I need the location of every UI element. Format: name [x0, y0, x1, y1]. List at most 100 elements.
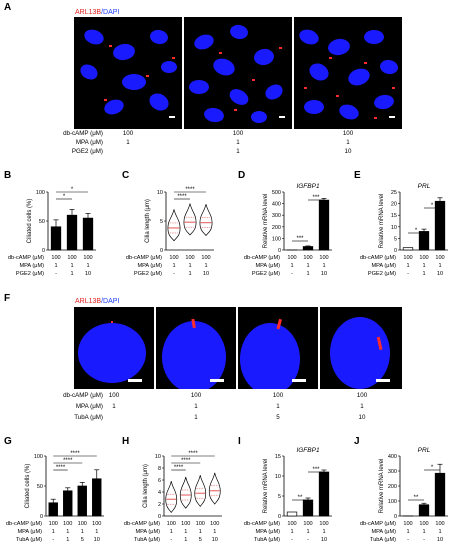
cilium	[392, 87, 395, 89]
y-axis-label: Ciliated cells (%)	[27, 199, 33, 244]
condition-value: 1	[290, 263, 293, 269]
significance-label: **	[414, 495, 419, 501]
nucleus	[339, 104, 359, 120]
nucleus	[230, 24, 248, 40]
condition-label: db-cAMP (μM)	[63, 130, 103, 137]
condition-value: -	[407, 537, 409, 543]
condition-label: db-cAMP (μM)	[360, 255, 396, 261]
condition-value: -	[423, 537, 425, 543]
condition-value: 100	[181, 521, 190, 527]
cilium	[329, 57, 332, 59]
bar	[434, 472, 446, 517]
condition-value: 1	[66, 529, 69, 535]
nucleus	[309, 63, 329, 81]
y-tick-label: 0	[394, 514, 397, 520]
y-axis-label: Relative mRNA level	[379, 194, 385, 249]
y-tick-label: 5	[160, 219, 163, 225]
condition-value: 100	[403, 521, 412, 527]
significance-label: ****	[177, 194, 187, 200]
violin	[183, 203, 197, 236]
condition-value: 1	[422, 263, 425, 269]
condition-value: 100	[210, 521, 219, 527]
panel-label-c: C	[122, 170, 130, 181]
scale-bar	[376, 379, 390, 382]
y-tick-label: 0	[394, 248, 397, 254]
bar	[402, 247, 414, 251]
bar	[286, 511, 298, 517]
y-tick-label: 0	[40, 514, 43, 520]
y-tick-label: 400	[272, 202, 281, 208]
nucleus	[254, 48, 274, 66]
condition-label: TubA (μM)	[134, 537, 160, 543]
panel-label-h: H	[122, 436, 130, 447]
condition-value: 100	[67, 255, 76, 261]
condition-value: 1	[438, 263, 441, 269]
nucleus	[265, 84, 283, 100]
nucleus	[122, 74, 146, 90]
condition-value: 10	[358, 414, 366, 421]
significance-label: ****	[185, 187, 195, 193]
condition-label: PGE2 (μM)	[252, 271, 280, 277]
significance-label: *	[431, 465, 434, 471]
condition-value: 100	[78, 521, 87, 527]
nucleus	[240, 323, 300, 389]
y-axis-label: Relative mRNA level	[379, 459, 385, 514]
condition-label: db-cAMP (μM)	[8, 255, 44, 261]
nucleus	[380, 59, 398, 75]
cilium	[104, 99, 107, 101]
condition-value: 1	[54, 263, 57, 269]
y-tick-label: 5	[278, 494, 281, 500]
condition-value: 1	[52, 529, 55, 535]
condition-value: 1	[306, 263, 309, 269]
nucleus	[213, 58, 235, 76]
condition-value: 1	[199, 529, 202, 535]
condition-value: -	[52, 537, 54, 543]
condition-value: 1	[438, 529, 441, 535]
condition-value: 100	[190, 392, 202, 399]
condition-value: 1	[346, 139, 350, 146]
significance-label: *	[71, 187, 74, 193]
nucleus	[229, 89, 249, 105]
condition-value: 100	[403, 255, 412, 261]
panel-label-i: I	[238, 436, 241, 447]
bar	[302, 499, 314, 517]
condition-label: db-cAMP (μM)	[360, 521, 396, 527]
condition-value: 1	[213, 529, 216, 535]
y-tick-label: 10	[155, 454, 161, 460]
condition-value: -	[407, 271, 409, 277]
condition-value: 1	[322, 263, 325, 269]
condition-value: 100	[419, 521, 428, 527]
chart-title: PRL	[418, 183, 431, 190]
y-axis-label: Ciliated cells (%)	[25, 464, 31, 509]
y-tick-label: 50	[37, 484, 43, 490]
condition-label: TubA (μM)	[74, 414, 103, 421]
bar	[418, 231, 430, 251]
condition-value: 100	[303, 521, 312, 527]
condition-value: 100	[185, 255, 194, 261]
scale-bar	[292, 379, 306, 382]
y-tick-label: 200	[272, 225, 281, 231]
condition-value: 10	[321, 537, 327, 543]
panel-label-f: F	[4, 293, 11, 304]
cilium	[376, 336, 383, 351]
cilium	[234, 109, 237, 111]
chart-e: 0 5 10 15 20 25 Relative mRNA level PRL * * db-cAM…	[360, 183, 448, 277]
scale-bar	[389, 116, 395, 118]
cilium	[336, 95, 339, 97]
condition-value: 100	[201, 255, 210, 261]
violin	[194, 475, 207, 507]
condition-value: -	[291, 537, 293, 543]
y-tick-label: 15	[275, 454, 281, 460]
chart-title: IGFBP1	[296, 447, 320, 454]
bar	[77, 485, 87, 517]
significance-label: ****	[56, 465, 66, 471]
condition-value: 1	[188, 271, 191, 277]
nucleus	[364, 30, 384, 44]
condition-label: MPA (μM)	[255, 263, 280, 269]
condition-label: PGE2 (μM)	[16, 271, 44, 277]
nucleus	[150, 29, 168, 45]
y-axis-label: Relative mRNA level	[263, 459, 269, 514]
